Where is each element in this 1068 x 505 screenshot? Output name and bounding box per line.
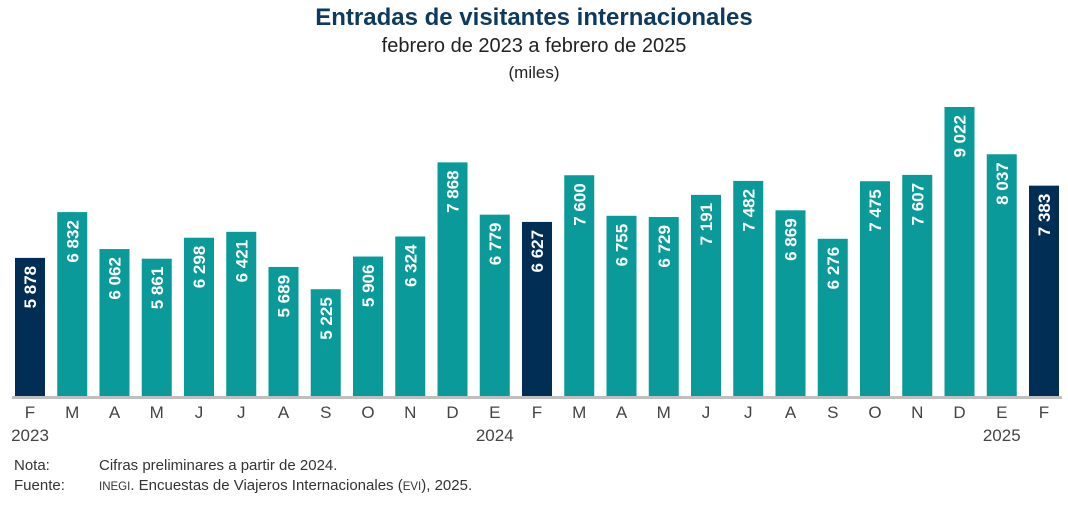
- bar: [944, 107, 975, 396]
- bar: [648, 217, 679, 396]
- x-tick-label: J: [195, 403, 204, 422]
- fuente-inegi: INEGI: [99, 481, 131, 493]
- x-tick-label: J: [702, 403, 711, 422]
- data-label: 6 298: [190, 246, 209, 289]
- bar: [986, 154, 1017, 396]
- bar: [226, 231, 257, 396]
- data-label: 6 832: [63, 220, 82, 263]
- x-tick-label: D: [446, 403, 458, 422]
- source-row: Fuente: INEGI. Encuestas de Viajeros Int…: [14, 476, 472, 497]
- bar: [268, 266, 299, 396]
- bar: [479, 214, 510, 396]
- data-label: 7 475: [866, 189, 885, 232]
- data-label: 7 607: [908, 183, 927, 226]
- nota-text: Cifras preliminares a partir de 2024.: [99, 457, 338, 474]
- bar: [15, 257, 45, 396]
- data-label: 5 861: [148, 267, 167, 310]
- data-label: 6 729: [655, 225, 674, 268]
- bar: [141, 258, 172, 396]
- data-label: 6 276: [824, 247, 843, 290]
- year-label: 2025: [983, 426, 1021, 445]
- bar-chart: 5 878 F 6 832 M 6 062 A 5 861 M 6 298 J 6 421 J 5 68…: [11, 107, 1062, 445]
- data-label: 7 600: [570, 183, 589, 226]
- chart-subtitle: febrero de 2023 a febrero de 2025: [381, 35, 687, 57]
- x-tick-label: E: [489, 403, 500, 422]
- x-tick-label: F: [532, 403, 542, 422]
- fuente-text: INEGI. Encuestas de Viajeros Internacion…: [99, 476, 472, 497]
- bar: [817, 238, 848, 396]
- x-tick-label: O: [868, 403, 881, 422]
- x-tick-label: M: [657, 403, 671, 422]
- notes: Nota: Cifras preliminares a partir de 20…: [14, 456, 472, 497]
- x-tick-label: O: [361, 403, 374, 422]
- bar: [310, 289, 341, 396]
- data-label: 7 191: [697, 203, 716, 246]
- x-tick-label: A: [109, 403, 121, 422]
- bar: [860, 181, 890, 396]
- x-tick-label: F: [25, 403, 35, 422]
- x-tick-label: N: [911, 403, 923, 422]
- data-label: 7 868: [444, 170, 463, 213]
- x-tick-label: E: [996, 403, 1007, 422]
- data-label: 9 022: [951, 115, 970, 158]
- x-tick-label: A: [278, 403, 290, 422]
- data-label: 6 869: [782, 218, 801, 261]
- data-label: 6 324: [401, 244, 420, 287]
- bar: [57, 212, 88, 396]
- year-label: 2024: [476, 426, 514, 445]
- x-tick-label: J: [237, 403, 246, 422]
- x-tick-label: N: [404, 403, 416, 422]
- data-label: 6 755: [613, 224, 632, 267]
- bar: [902, 174, 933, 396]
- bar: [99, 249, 130, 396]
- data-label: 5 906: [359, 265, 378, 308]
- data-label: 6 421: [232, 240, 251, 283]
- x-tick-label: J: [744, 403, 753, 422]
- unit-label: (miles): [508, 63, 560, 82]
- x-tick-label: S: [320, 403, 331, 422]
- bar: [522, 221, 552, 396]
- fuente-text-2: ), 2025.: [421, 477, 473, 494]
- x-tick-label: M: [65, 403, 79, 422]
- x-tick-label: F: [1039, 403, 1049, 422]
- nota-label: Nota:: [14, 457, 50, 474]
- x-tick-label: D: [953, 403, 965, 422]
- data-label: 6 779: [486, 223, 505, 266]
- x-tick-label: M: [150, 403, 164, 422]
- bar: [1029, 185, 1059, 396]
- data-label: 8 037: [993, 162, 1012, 205]
- data-label: 6 062: [106, 257, 125, 300]
- x-tick-label: A: [785, 403, 797, 422]
- data-label: 5 878: [21, 266, 40, 309]
- bar: [564, 175, 595, 396]
- bar: [775, 210, 806, 396]
- x-tick-label: S: [827, 403, 838, 422]
- data-label: 7 482: [739, 189, 758, 232]
- bar: [733, 180, 764, 396]
- fuente-text-1: . Encuestas de Viajeros Internacionales …: [130, 477, 403, 494]
- bar: [184, 237, 214, 396]
- bar: [606, 215, 637, 396]
- chart-title: Entradas de visitantes internacionales: [315, 4, 753, 31]
- year-label: 2023: [11, 426, 49, 445]
- data-label: 7 383: [1035, 194, 1054, 237]
- fuente-label: Fuente:: [14, 477, 65, 494]
- data-label: 6 627: [528, 230, 547, 273]
- data-label: 5 689: [275, 275, 294, 318]
- x-tick-label: M: [572, 403, 586, 422]
- data-label: 5 225: [317, 297, 336, 340]
- bar: [353, 256, 383, 396]
- bar: [437, 162, 468, 396]
- note-row: Nota: Cifras preliminares a partir de 20…: [14, 456, 472, 476]
- fuente-evi: EVI: [402, 481, 422, 493]
- x-tick-label: A: [616, 403, 628, 422]
- bar: [691, 194, 721, 396]
- bar: [395, 236, 426, 396]
